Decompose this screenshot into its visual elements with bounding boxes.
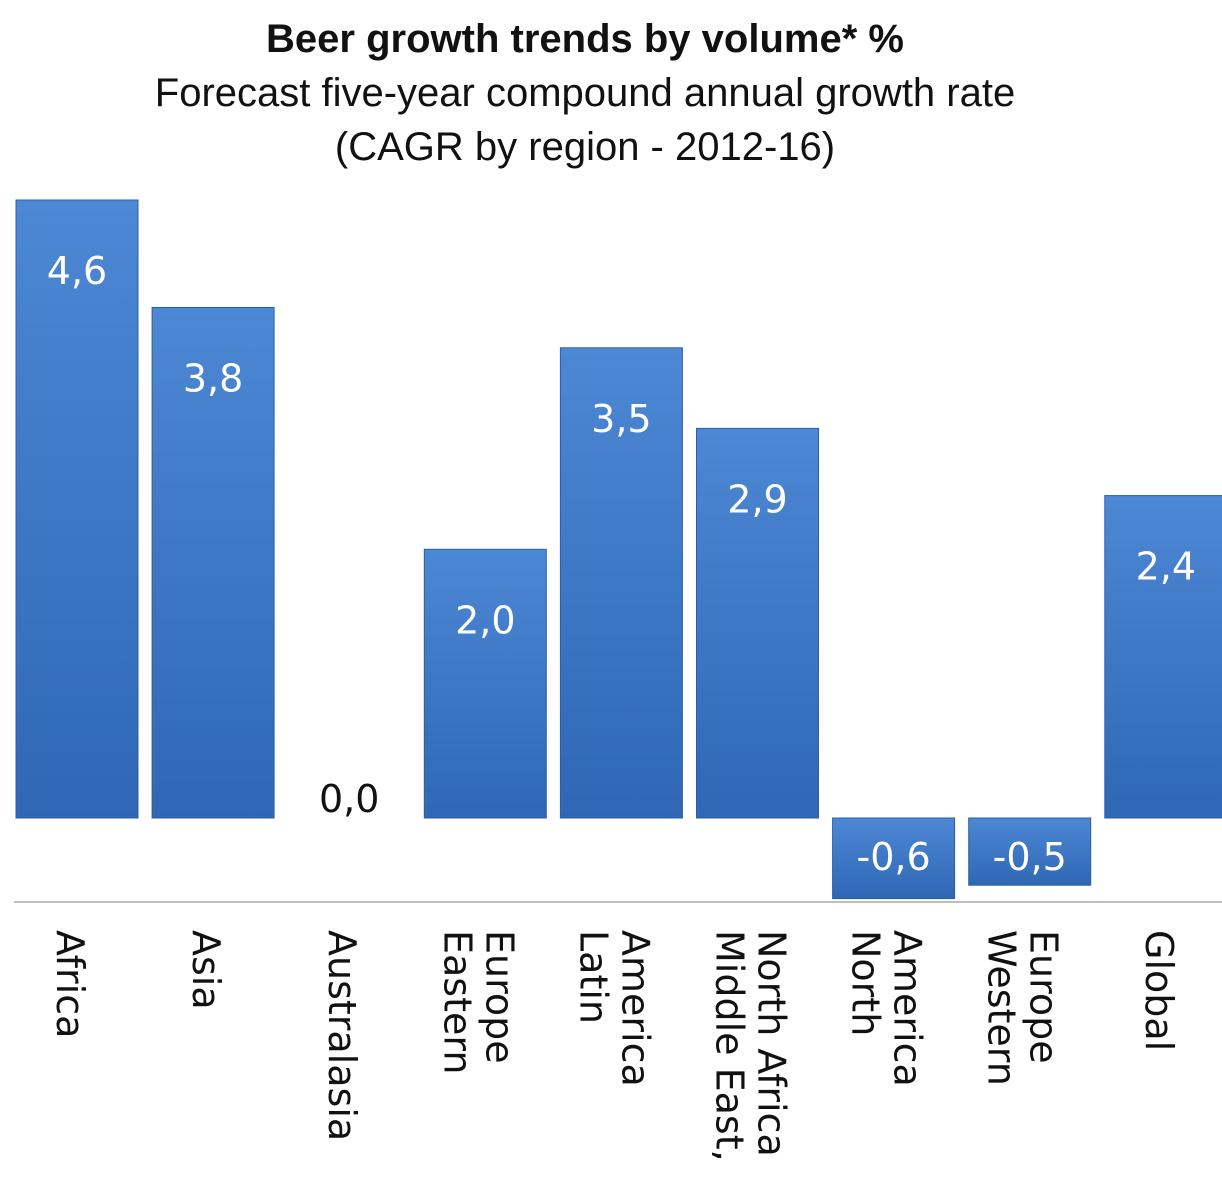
value-labels-group: 4,6 3,8 0,0 2,0 3,5 2,9 -0,6 -0,5 2,4 bbox=[47, 249, 1196, 879]
category-label-line: Africa bbox=[48, 930, 92, 1038]
bar-5 bbox=[696, 427, 819, 819]
value-label-5: 2,9 bbox=[727, 477, 787, 521]
bars-group bbox=[15, 199, 1222, 900]
chart-subtitle-line-2: (CAGR by region - 2012-16) bbox=[335, 125, 835, 169]
category-label-line: Western bbox=[980, 930, 1024, 1086]
value-label-2: 0,0 bbox=[319, 777, 379, 821]
value-label-3: 2,0 bbox=[455, 598, 515, 642]
category-label-line: Asia bbox=[184, 930, 228, 1010]
category-label-line: Eastern bbox=[435, 930, 479, 1074]
category-label-line: Europe bbox=[1022, 930, 1066, 1064]
category-label-4: LatinAmerica bbox=[571, 930, 657, 1087]
bar-6 bbox=[832, 817, 956, 900]
value-label-0: 4,6 bbox=[47, 249, 107, 293]
category-label-line: Global bbox=[1137, 930, 1181, 1051]
category-label-8: Global bbox=[1137, 930, 1181, 1051]
bar-3 bbox=[423, 548, 547, 819]
category-label-3: EasternEurope bbox=[435, 930, 521, 1074]
category-label-7: WesternEurope bbox=[980, 930, 1066, 1086]
value-label-1: 3,8 bbox=[183, 357, 243, 401]
category-label-line: North Africa bbox=[750, 930, 794, 1157]
bar-0 bbox=[15, 199, 139, 819]
category-label-line: Europe bbox=[477, 930, 521, 1064]
value-label-8: 2,4 bbox=[1136, 545, 1196, 589]
category-label-line: America bbox=[613, 930, 657, 1087]
category-label-line: Latin bbox=[571, 930, 615, 1024]
category-label-line: North bbox=[844, 930, 888, 1036]
bar-7 bbox=[968, 817, 1092, 886]
category-label-line: America bbox=[886, 930, 930, 1087]
bar-1 bbox=[151, 307, 275, 819]
category-label-0: Africa bbox=[48, 930, 92, 1038]
category-label-1: Asia bbox=[184, 930, 228, 1010]
bar-4 bbox=[559, 347, 683, 819]
category-label-2: Australasia bbox=[320, 930, 364, 1141]
chart-subtitle-line-1: Forecast five-year compound annual growt… bbox=[155, 71, 1015, 115]
category-label-6: NorthAmerica bbox=[844, 930, 930, 1087]
bar-8 bbox=[1104, 495, 1222, 819]
value-label-6: -0,6 bbox=[857, 835, 931, 879]
category-label-line: Middle East, bbox=[708, 930, 752, 1162]
category-labels-group: Africa Asia Australasia EasternEurope LatinA… bbox=[48, 930, 1181, 1162]
value-label-4: 3,5 bbox=[591, 397, 651, 441]
category-label-line: Australasia bbox=[320, 930, 364, 1141]
category-label-5: Middle East,North Africa bbox=[708, 930, 794, 1162]
value-label-7: -0,5 bbox=[993, 835, 1067, 879]
chart-title: Beer growth trends by volume* % bbox=[266, 17, 904, 61]
